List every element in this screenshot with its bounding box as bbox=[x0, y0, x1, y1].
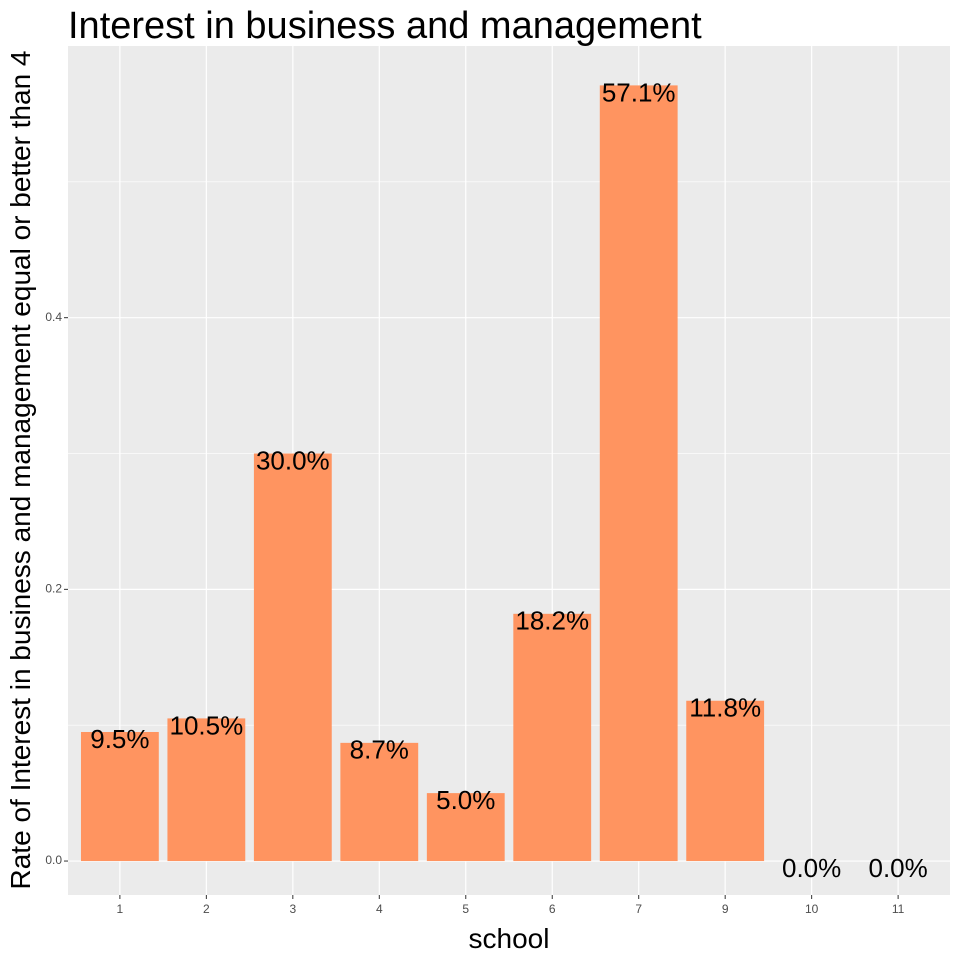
bar-data-labels: 9.5% 10.5% 30.0% 8.7% 5.0% 18.2% 57.1% 11.8% 0.0… bbox=[90, 77, 928, 883]
x-tick-label: 3 bbox=[289, 902, 296, 916]
bar-school-6 bbox=[513, 613, 592, 862]
x-tick-label: 9 bbox=[722, 902, 729, 916]
bar-school-1 bbox=[80, 731, 159, 862]
data-label-school-5: 5.0% bbox=[436, 785, 495, 815]
bar-school-7 bbox=[599, 85, 678, 862]
y-tick-label: 0.2 bbox=[45, 582, 62, 596]
bars bbox=[80, 85, 765, 862]
x-tick-label: 1 bbox=[117, 902, 124, 916]
data-label-school-10: 0.0% bbox=[782, 853, 841, 883]
bar-school-9 bbox=[686, 700, 765, 862]
bar-school-5 bbox=[426, 793, 505, 862]
y-axis-title: Rate of Interest in business and managem… bbox=[5, 51, 36, 890]
y-tick-label: 0.4 bbox=[45, 310, 62, 324]
y-axis-ticks: 0.0 0.2 0.4 bbox=[45, 310, 68, 867]
x-axis-ticks: 1 2 3 4 5 6 7 9 10 11 bbox=[117, 895, 905, 916]
data-label-school-11: 0.0% bbox=[868, 853, 927, 883]
chart-title: Interest in business and management bbox=[68, 5, 702, 47]
x-axis-title: school bbox=[469, 923, 550, 954]
bar-school-4 bbox=[340, 742, 419, 862]
x-tick-label: 7 bbox=[635, 902, 642, 916]
data-label-school-4: 8.7% bbox=[350, 735, 409, 765]
data-label-school-9: 11.8% bbox=[689, 693, 761, 723]
bar-school-2 bbox=[167, 718, 246, 862]
bar-school-3 bbox=[253, 453, 332, 862]
y-tick-label: 0.0 bbox=[45, 853, 62, 867]
x-tick-label: 2 bbox=[203, 902, 210, 916]
data-label-school-6: 18.2% bbox=[515, 606, 589, 636]
x-tick-label: 5 bbox=[462, 902, 469, 916]
data-label-school-7: 57.1% bbox=[602, 77, 676, 107]
data-label-school-2: 10.5% bbox=[169, 710, 243, 740]
x-tick-label: 4 bbox=[376, 902, 383, 916]
data-label-school-3: 30.0% bbox=[256, 445, 330, 475]
x-tick-label: 11 bbox=[892, 902, 905, 916]
x-tick-label: 6 bbox=[549, 902, 556, 916]
x-tick-label: 10 bbox=[805, 902, 819, 916]
data-label-school-1: 9.5% bbox=[90, 724, 149, 754]
